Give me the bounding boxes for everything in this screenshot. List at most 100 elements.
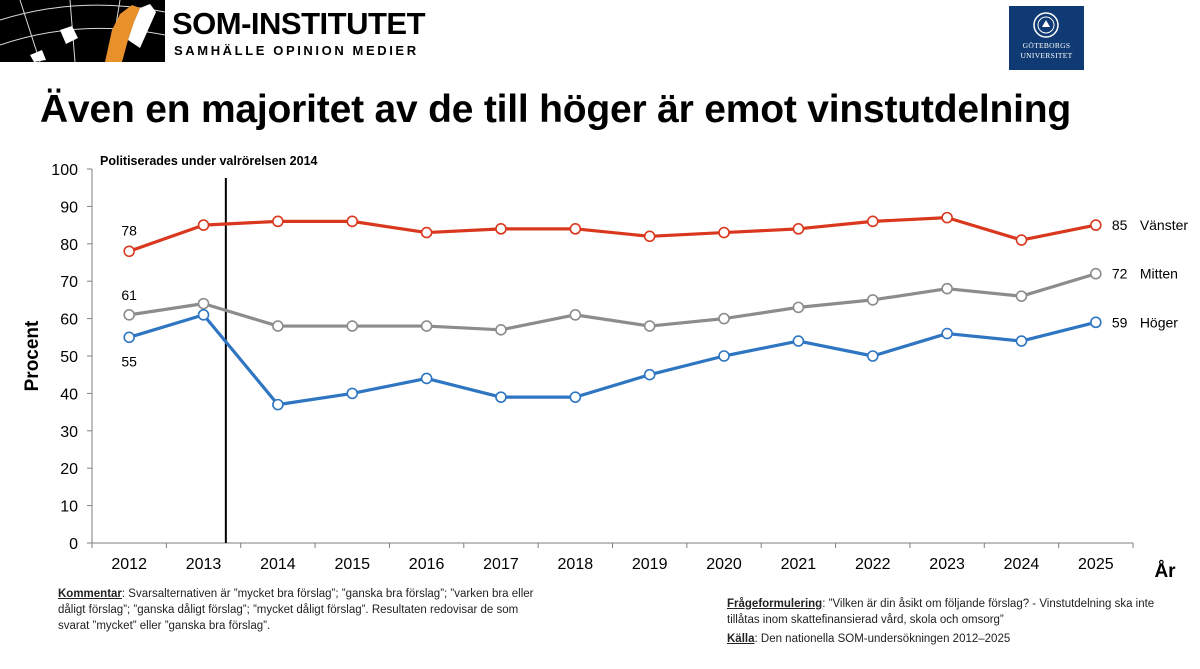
data-point-hoger xyxy=(495,391,507,403)
data-point-mitten xyxy=(495,324,507,336)
data-point-mitten xyxy=(1090,267,1102,280)
data-point-hoger xyxy=(1090,316,1102,329)
data-point-hoger xyxy=(1015,335,1028,347)
x-tick-label: 2025 xyxy=(1078,556,1114,573)
x-tick-label: 2023 xyxy=(929,556,965,573)
series-name-label-vanster: Vänster xyxy=(1140,217,1189,233)
data-point-vanster xyxy=(346,215,359,228)
data-point-hoger xyxy=(420,372,433,385)
x-tick-label: 2013 xyxy=(186,556,222,573)
data-point-vanster xyxy=(866,215,879,228)
y-tick-label: 40 xyxy=(60,386,78,403)
data-point-hoger xyxy=(643,368,656,381)
annotation-label: Politiserades under valrörelsen 2014 xyxy=(100,154,318,168)
data-point-mitten xyxy=(272,320,284,332)
data-point-vanster xyxy=(718,226,730,239)
question-text: : ”Vilken är din åsikt om följande försl… xyxy=(727,598,1155,626)
source-label: Källa xyxy=(727,633,755,645)
data-point-hoger xyxy=(941,327,953,340)
data-point-hoger xyxy=(123,331,135,344)
data-point-vanster xyxy=(941,211,953,224)
data-point-mitten xyxy=(1015,290,1028,302)
end-value-label-vanster: 85 xyxy=(1112,217,1128,233)
first-value-label-hoger: 55 xyxy=(121,353,137,369)
data-point-mitten xyxy=(792,301,805,314)
data-point-mitten xyxy=(941,282,953,295)
chart-labels: 78 85 Vänster 61 72 Mitten 55 59 Höger xyxy=(121,217,1188,369)
data-point-hoger xyxy=(569,391,582,403)
first-value-label-vanster: 78 xyxy=(121,222,137,238)
y-tick-label: 20 xyxy=(60,461,78,478)
x-axis-title: År xyxy=(1154,561,1176,582)
x-tick-label: 2015 xyxy=(334,556,370,573)
x-tick-label: 2016 xyxy=(409,556,445,573)
x-tick-label: 2012 xyxy=(111,556,147,573)
university-seal-icon xyxy=(1033,12,1059,38)
series-line-vanster xyxy=(128,216,1097,253)
y-tick-label: 50 xyxy=(60,349,78,366)
x-tick-label: 2019 xyxy=(632,556,668,573)
scandinavia-map-icon xyxy=(0,0,165,62)
data-point-mitten xyxy=(718,312,730,325)
data-point-mitten xyxy=(420,320,433,332)
brand-tagline: SAMHÄLLE OPINION MEDIER xyxy=(174,43,419,58)
y-tick-label: 100 xyxy=(51,162,78,179)
university-name: GÖTEBORGS UNIVERSITET xyxy=(1009,41,1084,61)
data-point-vanster xyxy=(495,223,507,235)
series-name-label-mitten: Mitten xyxy=(1140,266,1178,282)
comment-note: Kommentar: Svarsalternativen är ”mycket … xyxy=(58,586,538,634)
data-point-mitten xyxy=(346,320,359,332)
data-point-hoger xyxy=(272,398,284,411)
data-point-vanster xyxy=(569,223,582,235)
data-point-vanster xyxy=(1090,219,1102,231)
x-tick-label: 2020 xyxy=(706,556,742,573)
data-point-hoger xyxy=(197,309,210,321)
header: SOM-INSTITUTET SAMHÄLLE OPINION MEDIER G… xyxy=(0,0,1200,70)
series-line-hoger xyxy=(128,313,1097,407)
data-point-vanster xyxy=(1015,234,1028,246)
line-chart: 0 10 20 30 40 50 60 70 80 90 100 2012 2013 2014 2015 20… xyxy=(22,154,1188,582)
data-point-vanster xyxy=(420,226,433,239)
chart-frame: 0 10 20 30 40 50 60 70 80 90 100 2012 2013 2014 2015 20… xyxy=(22,162,1176,582)
data-point-hoger xyxy=(718,350,730,362)
brand-name: SOM-INSTITUTET xyxy=(172,6,426,41)
question-note: Frågeformulering: ”Vilken är din åsikt o… xyxy=(727,596,1187,628)
y-tick-label: 0 xyxy=(69,536,78,553)
source-note: Källa: Den nationella SOM-undersökningen… xyxy=(727,633,1010,645)
x-tick-label: 2022 xyxy=(855,556,891,573)
chart-series xyxy=(123,211,1102,411)
university-logo: GÖTEBORGS UNIVERSITET xyxy=(1009,6,1084,70)
y-tick-label: 60 xyxy=(60,312,78,329)
university-line1: GÖTEBORGS xyxy=(1022,41,1071,50)
data-point-hoger xyxy=(792,335,805,347)
x-tick-label: 2018 xyxy=(558,556,594,573)
data-point-mitten xyxy=(866,294,879,306)
data-point-mitten xyxy=(197,297,210,310)
series-name-label-hoger: Höger xyxy=(1140,314,1178,330)
y-tick-label: 70 xyxy=(60,274,78,291)
data-point-vanster xyxy=(197,219,210,231)
data-point-vanster xyxy=(643,230,656,243)
y-tick-label: 10 xyxy=(60,499,78,516)
data-point-vanster xyxy=(123,245,135,258)
source-text: : Den nationella SOM-undersökningen 2012… xyxy=(754,633,1011,645)
x-tick-label: 2024 xyxy=(1004,556,1040,573)
data-point-mitten xyxy=(569,309,582,321)
y-tick-label: 90 xyxy=(60,199,78,216)
end-value-label-hoger: 59 xyxy=(1112,314,1128,330)
x-tick-label: 2017 xyxy=(483,556,519,573)
end-value-label-mitten: 72 xyxy=(1112,266,1128,282)
y-tick-label: 30 xyxy=(60,424,78,441)
data-point-vanster xyxy=(272,215,284,228)
question-label: Frågeformulering xyxy=(727,598,823,610)
university-line2: UNIVERSITET xyxy=(1020,51,1073,60)
data-point-mitten xyxy=(123,309,135,321)
chart-annotation: Politiserades under valrörelsen 2014 xyxy=(100,154,318,543)
data-point-hoger xyxy=(346,387,359,400)
data-point-hoger xyxy=(866,350,879,362)
y-axis-title: Procent xyxy=(22,320,43,391)
data-point-mitten xyxy=(643,320,656,332)
data-point-vanster xyxy=(792,223,805,235)
x-tick-label: 2014 xyxy=(260,556,296,573)
series-line-mitten xyxy=(128,272,1097,332)
